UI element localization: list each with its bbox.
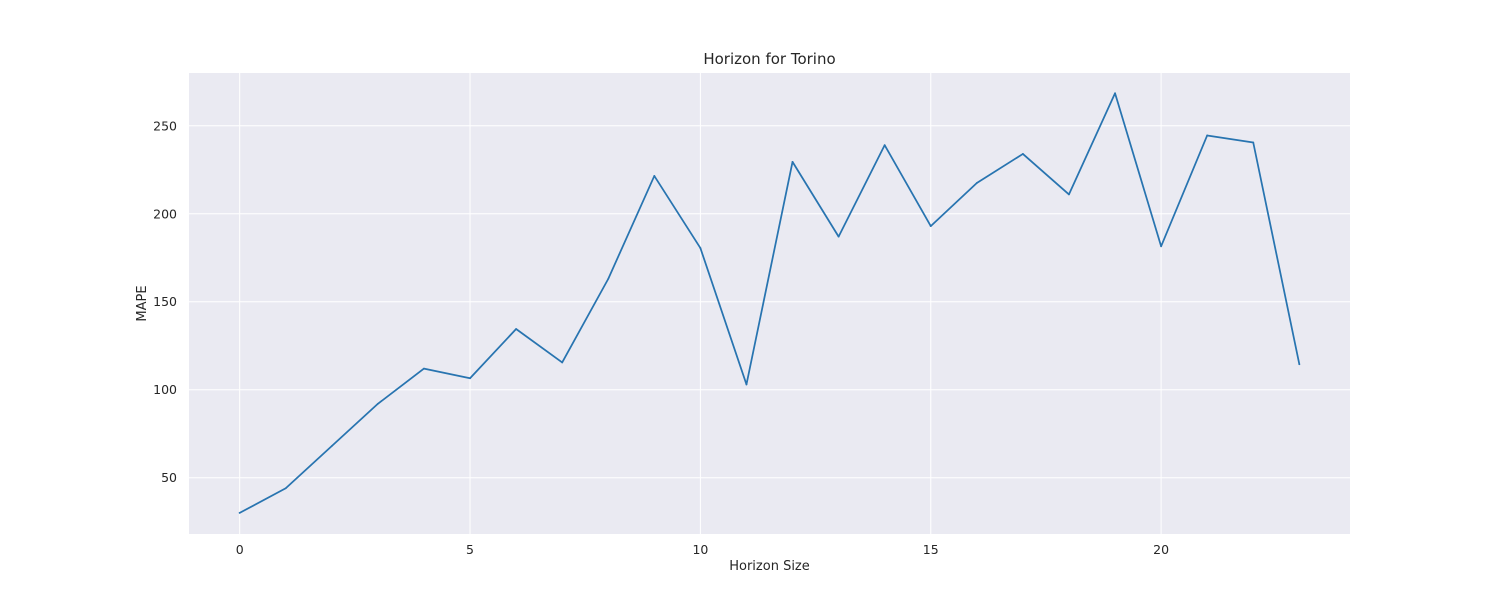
tick-labels: 0 5 10 15 20 50 100 150 200 250 [153,118,1169,557]
series-line [238,92,1301,514]
data-point [699,247,702,249]
data-point [1160,245,1163,248]
y-tick-label: 50 [161,470,177,485]
x-tick-label: 20 [1153,542,1169,557]
y-tick-label: 100 [153,382,177,397]
grid [189,73,1350,534]
data-point [883,144,886,147]
data-point [284,487,287,490]
data-point [515,328,518,330]
chart-title: Horizon for Torino [703,50,835,68]
x-axis-label: Horizon Size [729,559,810,574]
data-point [1021,153,1024,155]
y-axis-label: MAPE [135,285,150,321]
y-tick-label: 200 [153,206,177,221]
data-point [791,160,794,163]
data-point [1114,92,1116,95]
data-point [607,277,610,280]
data-point [975,182,978,184]
x-tick-label: 5 [466,542,474,557]
data-point [745,383,748,386]
data-point [423,367,425,370]
data-point [1206,134,1209,137]
y-tick-label: 150 [153,294,177,309]
data-point [376,402,379,405]
data-point [1252,141,1255,144]
data-point [469,377,471,380]
x-tick-label: 0 [236,542,244,557]
x-tick-label: 10 [692,542,708,557]
x-tick-label: 15 [923,542,939,557]
data-point [1298,363,1301,366]
data-point [929,225,932,227]
data-point [837,235,840,238]
data-point [238,511,241,514]
data-point [561,361,564,364]
data-point [653,175,656,177]
series-layer [238,92,1301,514]
y-tick-label: 250 [153,118,177,133]
data-point [330,445,333,447]
data-point [1068,193,1070,196]
plot-area [189,73,1350,534]
